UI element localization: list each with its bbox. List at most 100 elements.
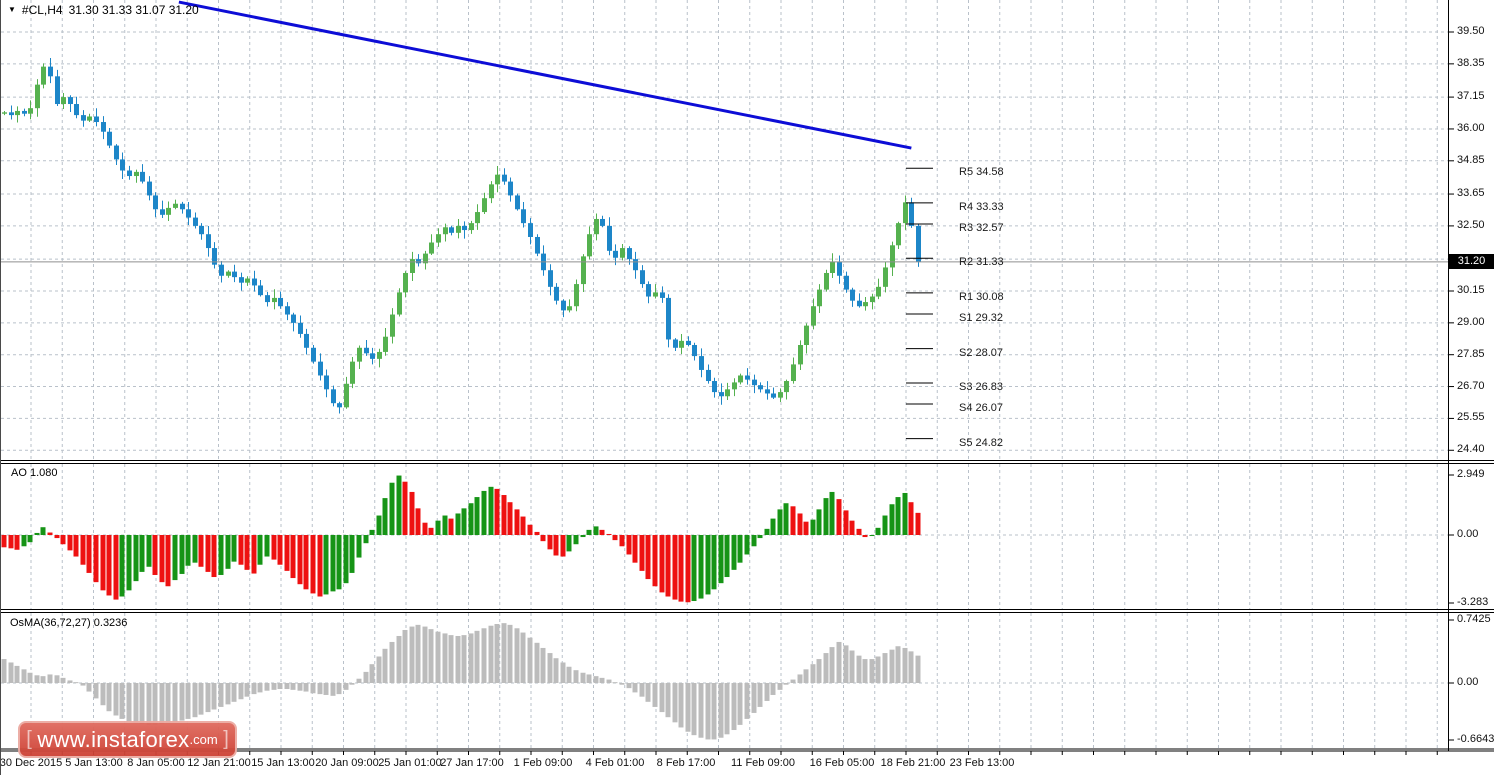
candle-body	[646, 284, 651, 297]
ao-bar	[678, 535, 684, 602]
candle-body	[304, 333, 309, 348]
candle-body	[475, 212, 480, 224]
osma-bar	[14, 665, 20, 683]
osma-bar	[711, 683, 717, 740]
osma-bar	[225, 683, 231, 705]
candle-body	[258, 285, 263, 296]
ao-value: 1.080	[29, 467, 58, 479]
candle-body	[482, 198, 487, 213]
price-axis-label: 38.35	[1457, 56, 1485, 69]
ao-bar	[468, 503, 474, 535]
osma-bar	[205, 683, 211, 713]
osma-bar	[349, 683, 355, 685]
osma-bar	[731, 683, 737, 731]
osma-bar	[632, 683, 638, 693]
ao-bar	[566, 535, 572, 552]
ao-bar	[849, 520, 855, 535]
candle-body	[883, 267, 888, 287]
osma-bar	[612, 682, 618, 684]
candle-body	[212, 248, 217, 265]
candle-body	[403, 272, 408, 293]
candle-body	[160, 209, 165, 215]
ao-bar	[672, 535, 678, 600]
indicator-axis-label: 0.00	[1457, 528, 1479, 540]
osma-bar	[8, 662, 14, 683]
ao-bar	[856, 528, 862, 535]
symbol-period-label: #CL,H4	[21, 3, 63, 17]
osma-bar	[27, 672, 33, 683]
time-axis-label: 18 Feb 21:00	[880, 757, 946, 769]
osma-bar	[829, 647, 835, 683]
candle-body	[758, 385, 763, 390]
time-axis-label: 30 Dec 2015	[0, 757, 63, 769]
osma-bar	[619, 683, 625, 685]
pivot-label-s2: S2 28.07	[959, 346, 1004, 359]
symbol-dropdown-icon: ▼	[8, 5, 16, 14]
ao-bar	[396, 475, 402, 535]
ao-bar	[652, 535, 658, 587]
candle-body	[502, 174, 507, 182]
ao-bar	[428, 527, 434, 535]
ao-bar	[251, 535, 257, 574]
osma-bar	[494, 624, 500, 683]
osma-bar	[330, 683, 336, 696]
ao-bar	[580, 535, 586, 538]
ao-bar	[284, 535, 290, 571]
candle-body	[166, 207, 171, 215]
osma-bar	[626, 683, 632, 689]
ao-bar	[843, 510, 849, 535]
candle-body	[521, 209, 526, 224]
candle-body	[462, 225, 467, 231]
ao-bar	[336, 535, 342, 590]
ao-bar	[152, 535, 158, 575]
osma-bar	[553, 658, 559, 683]
candle-body	[337, 403, 342, 408]
candle-body	[528, 223, 533, 237]
osma-bar	[685, 683, 691, 732]
osma-bar	[843, 645, 849, 683]
osma-bar	[659, 683, 665, 713]
candle-body	[2, 112, 7, 114]
osma-bar	[415, 624, 421, 683]
watermark-bracket-right: ]	[217, 728, 229, 750]
candle-body	[147, 181, 152, 196]
osma-bar	[218, 683, 224, 707]
ao-bar	[455, 513, 461, 535]
ao-bar	[514, 509, 520, 535]
ao-bar	[560, 535, 566, 557]
candle-body	[370, 353, 375, 359]
candle-body	[206, 234, 211, 249]
candle-body	[732, 382, 737, 390]
ao-bar	[553, 535, 559, 556]
candle-body	[436, 234, 441, 243]
osma-bar	[580, 672, 586, 683]
osma-bar	[93, 683, 99, 699]
ao-bar	[67, 535, 73, 551]
candle-body	[74, 104, 79, 116]
candle-body	[232, 271, 237, 278]
osma-bar	[448, 635, 454, 683]
candle-body	[495, 174, 500, 185]
osma-bar	[336, 683, 342, 695]
osma-bar	[277, 683, 283, 689]
osma-bar	[376, 656, 382, 683]
ao-bar	[231, 535, 237, 562]
osma-bar	[751, 683, 757, 713]
candle-body	[219, 264, 224, 276]
ao-bar	[369, 529, 375, 535]
ao-bar	[80, 535, 86, 565]
osma-bar	[106, 683, 112, 712]
candle-body	[226, 271, 231, 276]
ao-bar	[192, 535, 198, 563]
candle-body	[554, 286, 559, 301]
osma-bar	[816, 659, 822, 683]
ao-bar	[659, 535, 665, 593]
candle-body	[94, 116, 99, 123]
osma-bar	[908, 651, 914, 683]
candle-body	[535, 236, 540, 254]
candle-body	[291, 314, 296, 323]
ao-bar	[139, 535, 145, 572]
candle-body	[364, 347, 369, 354]
